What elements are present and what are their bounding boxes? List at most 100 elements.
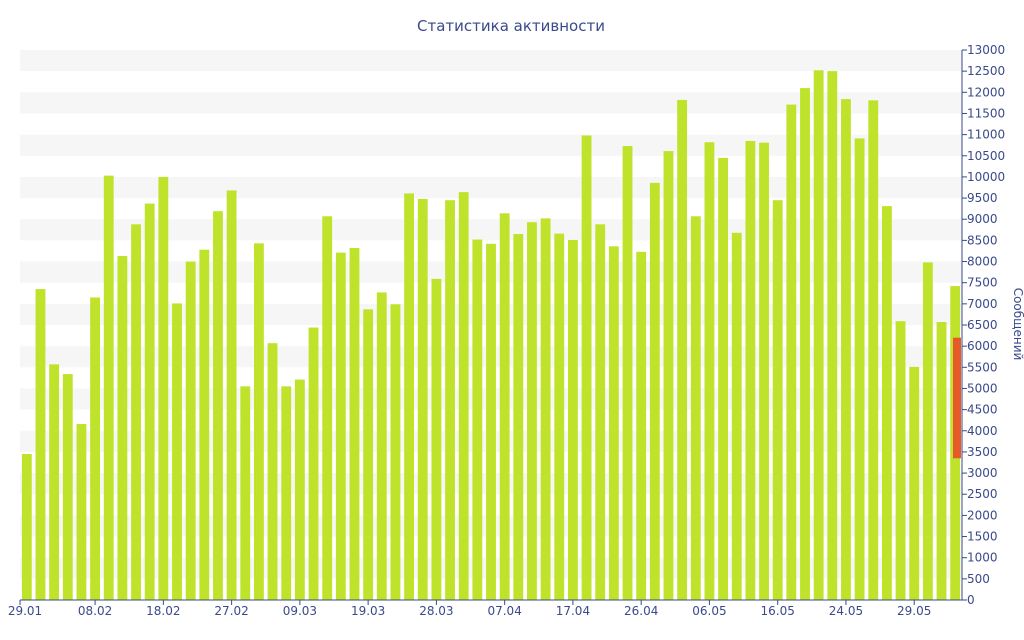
bar: [909, 366, 920, 600]
y-tick-label: 7500: [967, 276, 998, 290]
bar: [881, 206, 892, 600]
y-tick-label: 12500: [967, 64, 1005, 78]
y-tick-label: 4500: [967, 403, 998, 417]
bar: [554, 233, 565, 600]
bar: [813, 70, 824, 601]
bar: [390, 304, 401, 600]
y-tick-label: 13000: [967, 43, 1005, 57]
bar: [636, 251, 647, 601]
bar: [117, 256, 128, 600]
y-tick-label: 4000: [967, 424, 998, 438]
bar: [895, 321, 906, 600]
x-tick-label: 17.04: [556, 604, 590, 618]
bar: [445, 200, 455, 600]
bar: [76, 424, 87, 600]
bar: [690, 216, 701, 600]
x-tick-label: 08.02: [78, 604, 112, 618]
bar: [226, 190, 237, 600]
y-tick-label: 5500: [967, 360, 998, 374]
bar: [308, 327, 319, 600]
bar: [335, 252, 346, 600]
bar: [172, 303, 182, 600]
y-tick-label: 3000: [967, 466, 998, 480]
bar: [772, 200, 783, 600]
bar: [663, 151, 674, 600]
bar: [567, 239, 578, 600]
bar: [581, 135, 592, 600]
bar: [540, 218, 551, 600]
y-tick-label: 8000: [967, 255, 998, 269]
bar: [800, 88, 810, 601]
x-tick-label: 26.04: [624, 604, 658, 618]
y-tick-label: 9500: [967, 191, 998, 205]
bar: [527, 222, 537, 600]
bar: [185, 261, 196, 600]
bar: [922, 262, 933, 600]
x-axis-ticks: 29.01 08.02 18.02 27.02 09.03 19.03 28.03 07.04…: [8, 600, 931, 618]
y-tick-label: 11000: [967, 128, 1005, 142]
bar: [759, 142, 769, 600]
bar: [404, 193, 415, 600]
bar: [281, 386, 292, 600]
x-tick-label: 28.03: [419, 604, 453, 618]
bar: [854, 138, 865, 600]
y-tick-label: 6500: [967, 318, 998, 332]
x-tick-label: 06.05: [692, 604, 726, 618]
bar: [21, 454, 32, 600]
bar: [827, 71, 838, 600]
x-tick-label: 07.04: [487, 604, 521, 618]
y-tick-label: 9000: [967, 212, 998, 226]
bar: [322, 216, 333, 600]
grid-band: [20, 50, 962, 72]
y-tick-label: 8500: [967, 233, 998, 247]
chart-title: Статистика активности: [417, 17, 605, 35]
y-axis-label: Сообщений: [1011, 288, 1024, 361]
bar: [363, 309, 374, 600]
bar: [499, 213, 510, 601]
y-tick-label: 3500: [967, 445, 998, 459]
bar: [745, 140, 756, 600]
x-tick-label: 19.03: [351, 604, 385, 618]
range-marker: [953, 337, 961, 459]
bar: [62, 374, 73, 600]
bar: [49, 364, 60, 600]
y-tick-label: 2500: [967, 487, 998, 501]
bars: [21, 70, 961, 601]
bar: [731, 232, 742, 600]
bar: [868, 100, 879, 600]
bar: [349, 248, 360, 600]
bar: [513, 234, 524, 601]
x-tick-label: 29.01: [8, 604, 42, 618]
y-tick-label: 0: [967, 593, 975, 607]
grid-band: [20, 134, 962, 156]
y-tick-label: 5000: [967, 381, 998, 395]
y-tick-label: 1500: [967, 530, 998, 544]
bar: [131, 224, 141, 601]
grid-band: [20, 92, 962, 114]
bar: [786, 104, 797, 601]
y-tick-label: 11500: [967, 106, 1005, 120]
bar: [240, 386, 251, 600]
x-tick-label: 09.03: [283, 604, 317, 618]
bar: [486, 243, 496, 600]
bar: [144, 203, 155, 601]
bar: [936, 322, 947, 600]
bar: [472, 239, 483, 601]
bar: [417, 198, 428, 600]
y-tick-label: 10000: [967, 170, 1005, 184]
bar: [376, 292, 387, 600]
y-tick-label: 2000: [967, 508, 998, 522]
bar: [649, 182, 660, 600]
bar: [608, 246, 619, 601]
bar: [677, 99, 688, 600]
bar: [595, 224, 606, 601]
y-tick-label: 10500: [967, 149, 1005, 163]
bar: [718, 157, 729, 600]
bar: [458, 192, 469, 600]
bar: [267, 343, 278, 600]
bar: [158, 176, 169, 600]
bar: [213, 211, 223, 600]
bar: [35, 289, 46, 600]
bar: [704, 142, 715, 600]
